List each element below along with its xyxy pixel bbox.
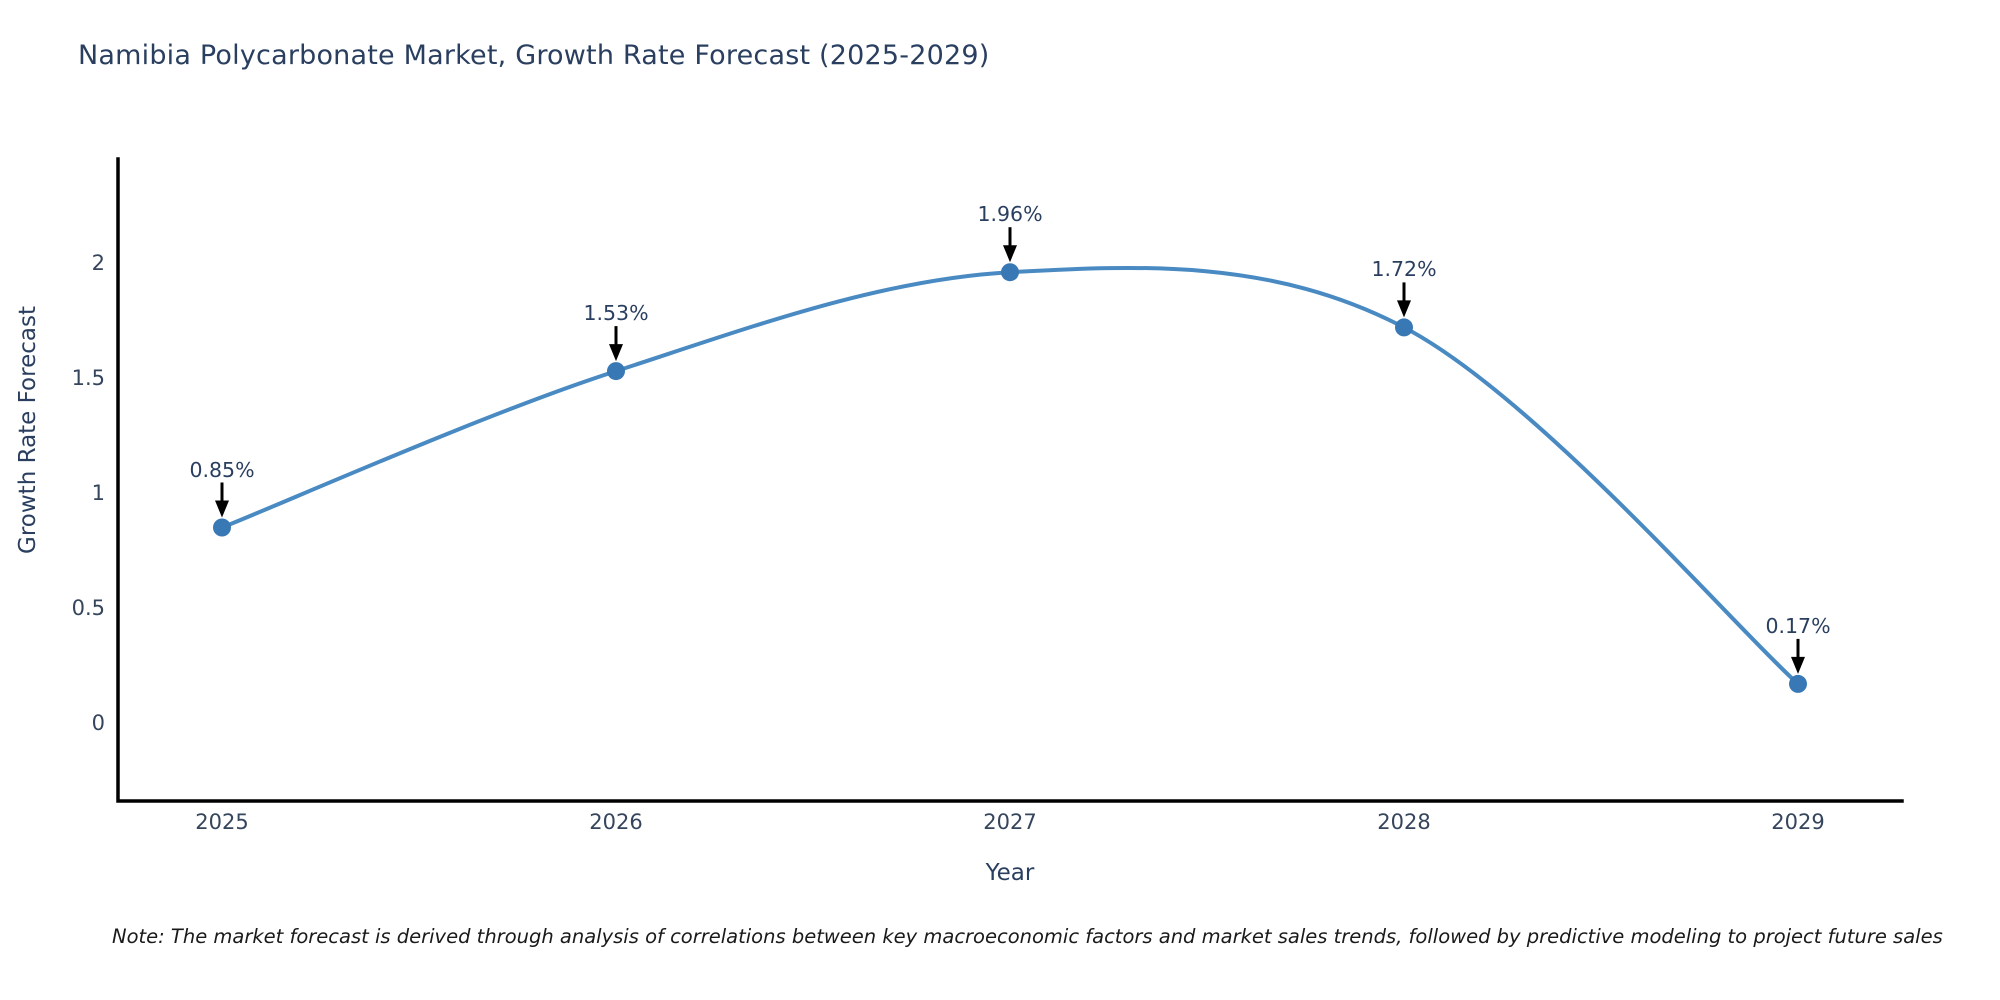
forecast-line (220, 265, 1800, 686)
annotation-arrow-head (1791, 656, 1805, 674)
y-tick-label: 0.5 (71, 596, 105, 620)
x-tick-label: 2027 (983, 810, 1037, 834)
x-axis-title: Year (985, 860, 1035, 886)
point-annotation: 1.72% (1371, 257, 1437, 282)
annotation-arrow-head (215, 500, 229, 518)
y-tick-label: 0 (91, 711, 105, 735)
data-point-marker (1789, 674, 1807, 693)
point-annotation: 0.17% (1765, 613, 1831, 638)
y-axis-title: Growth Rate Forecast (15, 306, 41, 554)
x-tick-label: 2026 (589, 810, 643, 834)
point-annotation: 1.96% (977, 202, 1043, 227)
y-tick-label: 1.5 (71, 366, 105, 390)
data-point-marker (1001, 263, 1019, 282)
point-annotation: 1.53% (583, 301, 649, 326)
x-tick-label: 2028 (1377, 810, 1431, 834)
chart-title: Namibia Polycarbonate Market, Growth Rat… (78, 40, 990, 71)
data-point-marker (1395, 318, 1413, 337)
annotation-arrow-head (609, 344, 623, 362)
annotation-arrow-head (1003, 245, 1017, 263)
x-tick-label: 2029 (1771, 810, 1825, 834)
annotation-arrow-head (1397, 300, 1411, 318)
data-point-marker (213, 518, 231, 537)
axis-spines (116, 157, 1904, 803)
data-point-marker (607, 362, 625, 381)
y-tick-label: 2 (91, 251, 105, 275)
footnote: Note: The market forecast is derived thr… (112, 925, 1943, 948)
y-tick-label: 1 (91, 481, 105, 505)
point-annotation: 0.85% (189, 457, 255, 482)
x-tick-label: 2025 (195, 810, 249, 834)
